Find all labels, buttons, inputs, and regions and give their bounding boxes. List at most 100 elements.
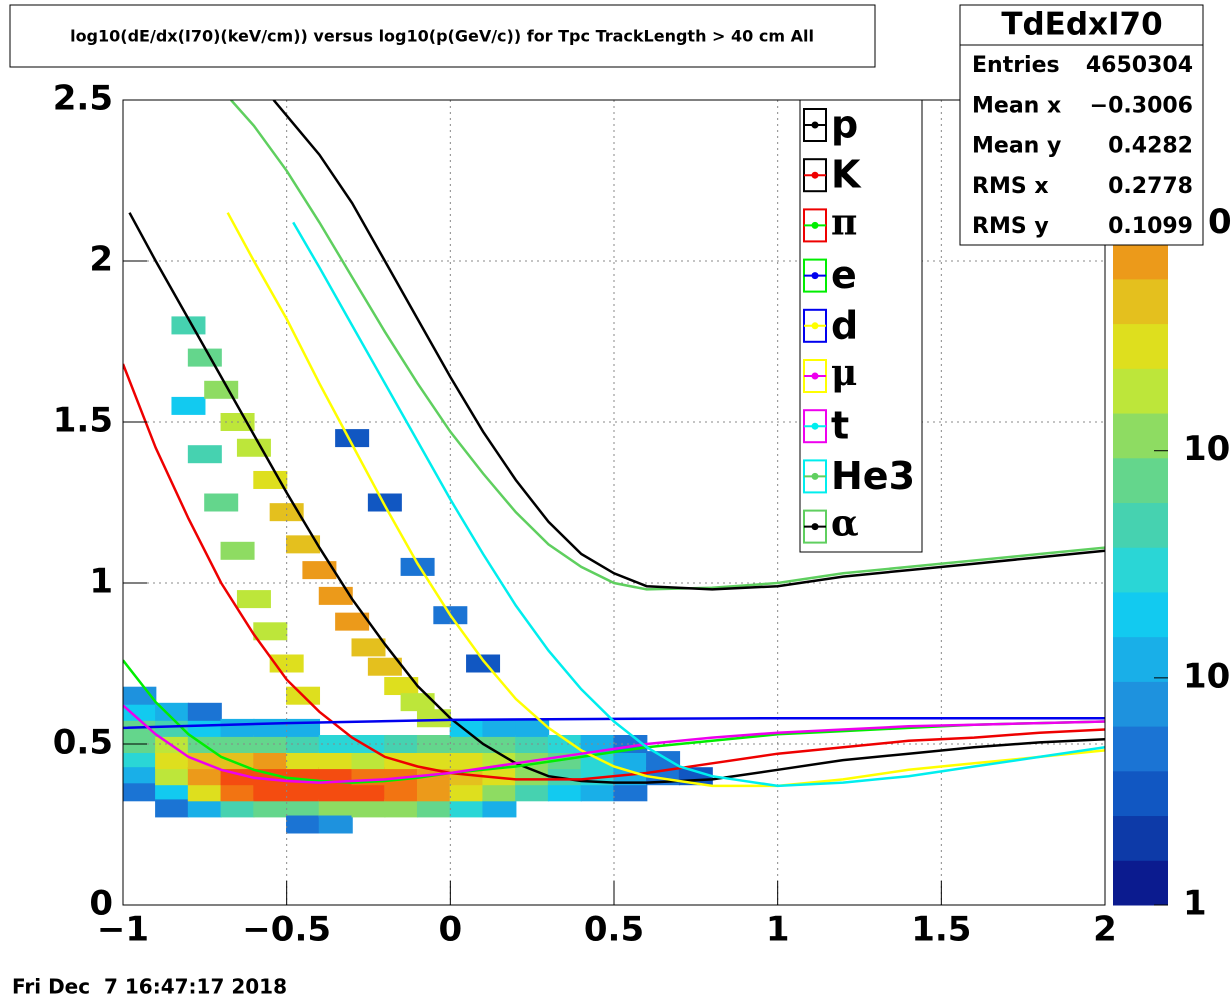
stats-label: RMS y: [972, 214, 1049, 239]
heatmap-cell: [547, 783, 582, 802]
y-tick-label: 0.5: [53, 723, 113, 763]
legend-marker: [811, 372, 819, 380]
heatmap-cell: [416, 799, 451, 818]
heatmap-cell: [384, 677, 419, 696]
colorbar-segment: [1113, 368, 1168, 414]
heatmap-cell: [515, 718, 550, 737]
heatmap-cell: [220, 751, 255, 770]
heatmap-cell: [367, 657, 402, 676]
legend-marker: [811, 422, 819, 430]
heatmap-cell: [253, 622, 288, 641]
legend-label: π: [831, 201, 857, 243]
heatmap-cell: [253, 735, 288, 753]
heatmap-cell: [123, 702, 157, 721]
overlay: −1 −0.5 0 0.5 1 1.5 2 0 0.5 1 1.5 2 2.5 1 10 10 0 pKπedμt…: [53, 4, 1231, 950]
y-tick-label: 2.5: [53, 79, 113, 119]
stats-value: 0.4282: [1108, 134, 1193, 159]
heatmap-cell: [171, 396, 206, 415]
heatmap-cell: [123, 767, 157, 786]
heatmap-cell: [253, 718, 288, 737]
heatmap-cell: [466, 654, 501, 673]
heatmap-cell: [253, 470, 288, 489]
heatmap-cell: [351, 735, 386, 753]
series-line: [230, 100, 1105, 591]
legend-label: d: [831, 303, 858, 347]
heatmap-cell: [123, 751, 157, 770]
x-tick-label: 0: [438, 910, 462, 950]
heatmap-cell: [204, 493, 239, 512]
legend-label: K: [831, 153, 862, 197]
legend-label: e: [831, 253, 857, 297]
heatmap-cell: [384, 799, 419, 818]
heatmap-cell: [220, 783, 255, 802]
heatmap-cell: [351, 799, 386, 818]
legend-label: α: [831, 503, 859, 545]
heatmap-cell: [286, 799, 321, 818]
legend-marker: [811, 272, 819, 280]
colorbar-segment: [1113, 681, 1168, 727]
y-tick-label: 0: [89, 884, 113, 924]
z-tick-label: 1: [1183, 884, 1207, 924]
heatmap-cell: [351, 751, 386, 770]
heatmap-cell: [187, 348, 222, 367]
timestamp: Fri Dec 7 16:47:17 2018: [12, 975, 287, 999]
legend-marker: [811, 171, 819, 179]
x-tick-label: −1: [97, 910, 149, 950]
heatmap-cell: [155, 718, 190, 737]
heatmap-cell: [155, 767, 190, 786]
heatmap-cell: [416, 783, 451, 802]
heatmap-cell: [416, 709, 451, 728]
z-tick-label: 10: [1183, 429, 1230, 469]
heatmap-cell: [286, 535, 321, 554]
legend-marker: [811, 121, 819, 129]
y-tick-label: 1.5: [53, 401, 113, 441]
heatmap-cell: [318, 815, 353, 834]
heatmap-cell: [384, 735, 419, 753]
heatmap-cell: [302, 561, 337, 580]
colorbar-segment: [1113, 860, 1168, 906]
legend-label: μ: [831, 352, 857, 394]
stats-label: Entries: [972, 53, 1060, 78]
stats-label: Mean y: [972, 134, 1061, 159]
y-tick-label: 1: [89, 562, 113, 602]
heatmap-cell: [155, 751, 190, 770]
heatmap-cell: [449, 783, 484, 802]
legend-marker: [811, 322, 819, 330]
legend-marker: [811, 523, 819, 531]
series-line: [272, 100, 1105, 591]
series-line: [123, 716, 1105, 730]
heatmap-cell: [155, 783, 190, 802]
heatmap-cell: [400, 693, 435, 712]
heatmap-cell: [335, 612, 370, 631]
series-line: [292, 221, 1105, 788]
heatmap-cell: [482, 783, 517, 802]
heatmap-cell: [123, 783, 157, 802]
heatmap-cell: [351, 783, 386, 802]
stats-value: 4650304: [1086, 53, 1193, 78]
heatmap-cell: [253, 799, 288, 818]
colorbar-segment: [1113, 502, 1168, 548]
stats-value: 0.2778: [1108, 174, 1193, 199]
heatmap-cell: [318, 735, 353, 753]
heatmap-cell: [187, 445, 222, 464]
heatmap-cell: [416, 735, 451, 753]
heatmap-cell: [416, 751, 451, 770]
heatmap-cell: [351, 638, 386, 657]
heatmap-cell: [220, 541, 255, 560]
stats-label: RMS x: [972, 174, 1049, 199]
heatmap-cell: [187, 702, 222, 721]
heatmap-cell: [155, 799, 190, 818]
heatmap-cell: [400, 557, 435, 576]
heatmap-cell: [613, 783, 648, 802]
heatmap-cell: [236, 590, 271, 609]
heatmap-cell: [613, 751, 648, 770]
colorbar-segment: [1113, 636, 1168, 682]
stats-label: Mean x: [972, 93, 1061, 118]
colorbar-segment: [1113, 815, 1168, 861]
colorbar-segment: [1113, 413, 1168, 459]
legend-label: He3: [831, 454, 915, 498]
heatmap-cell: [155, 702, 190, 721]
colorbar-segment: [1113, 547, 1168, 593]
heatmap-cell: [187, 751, 222, 770]
